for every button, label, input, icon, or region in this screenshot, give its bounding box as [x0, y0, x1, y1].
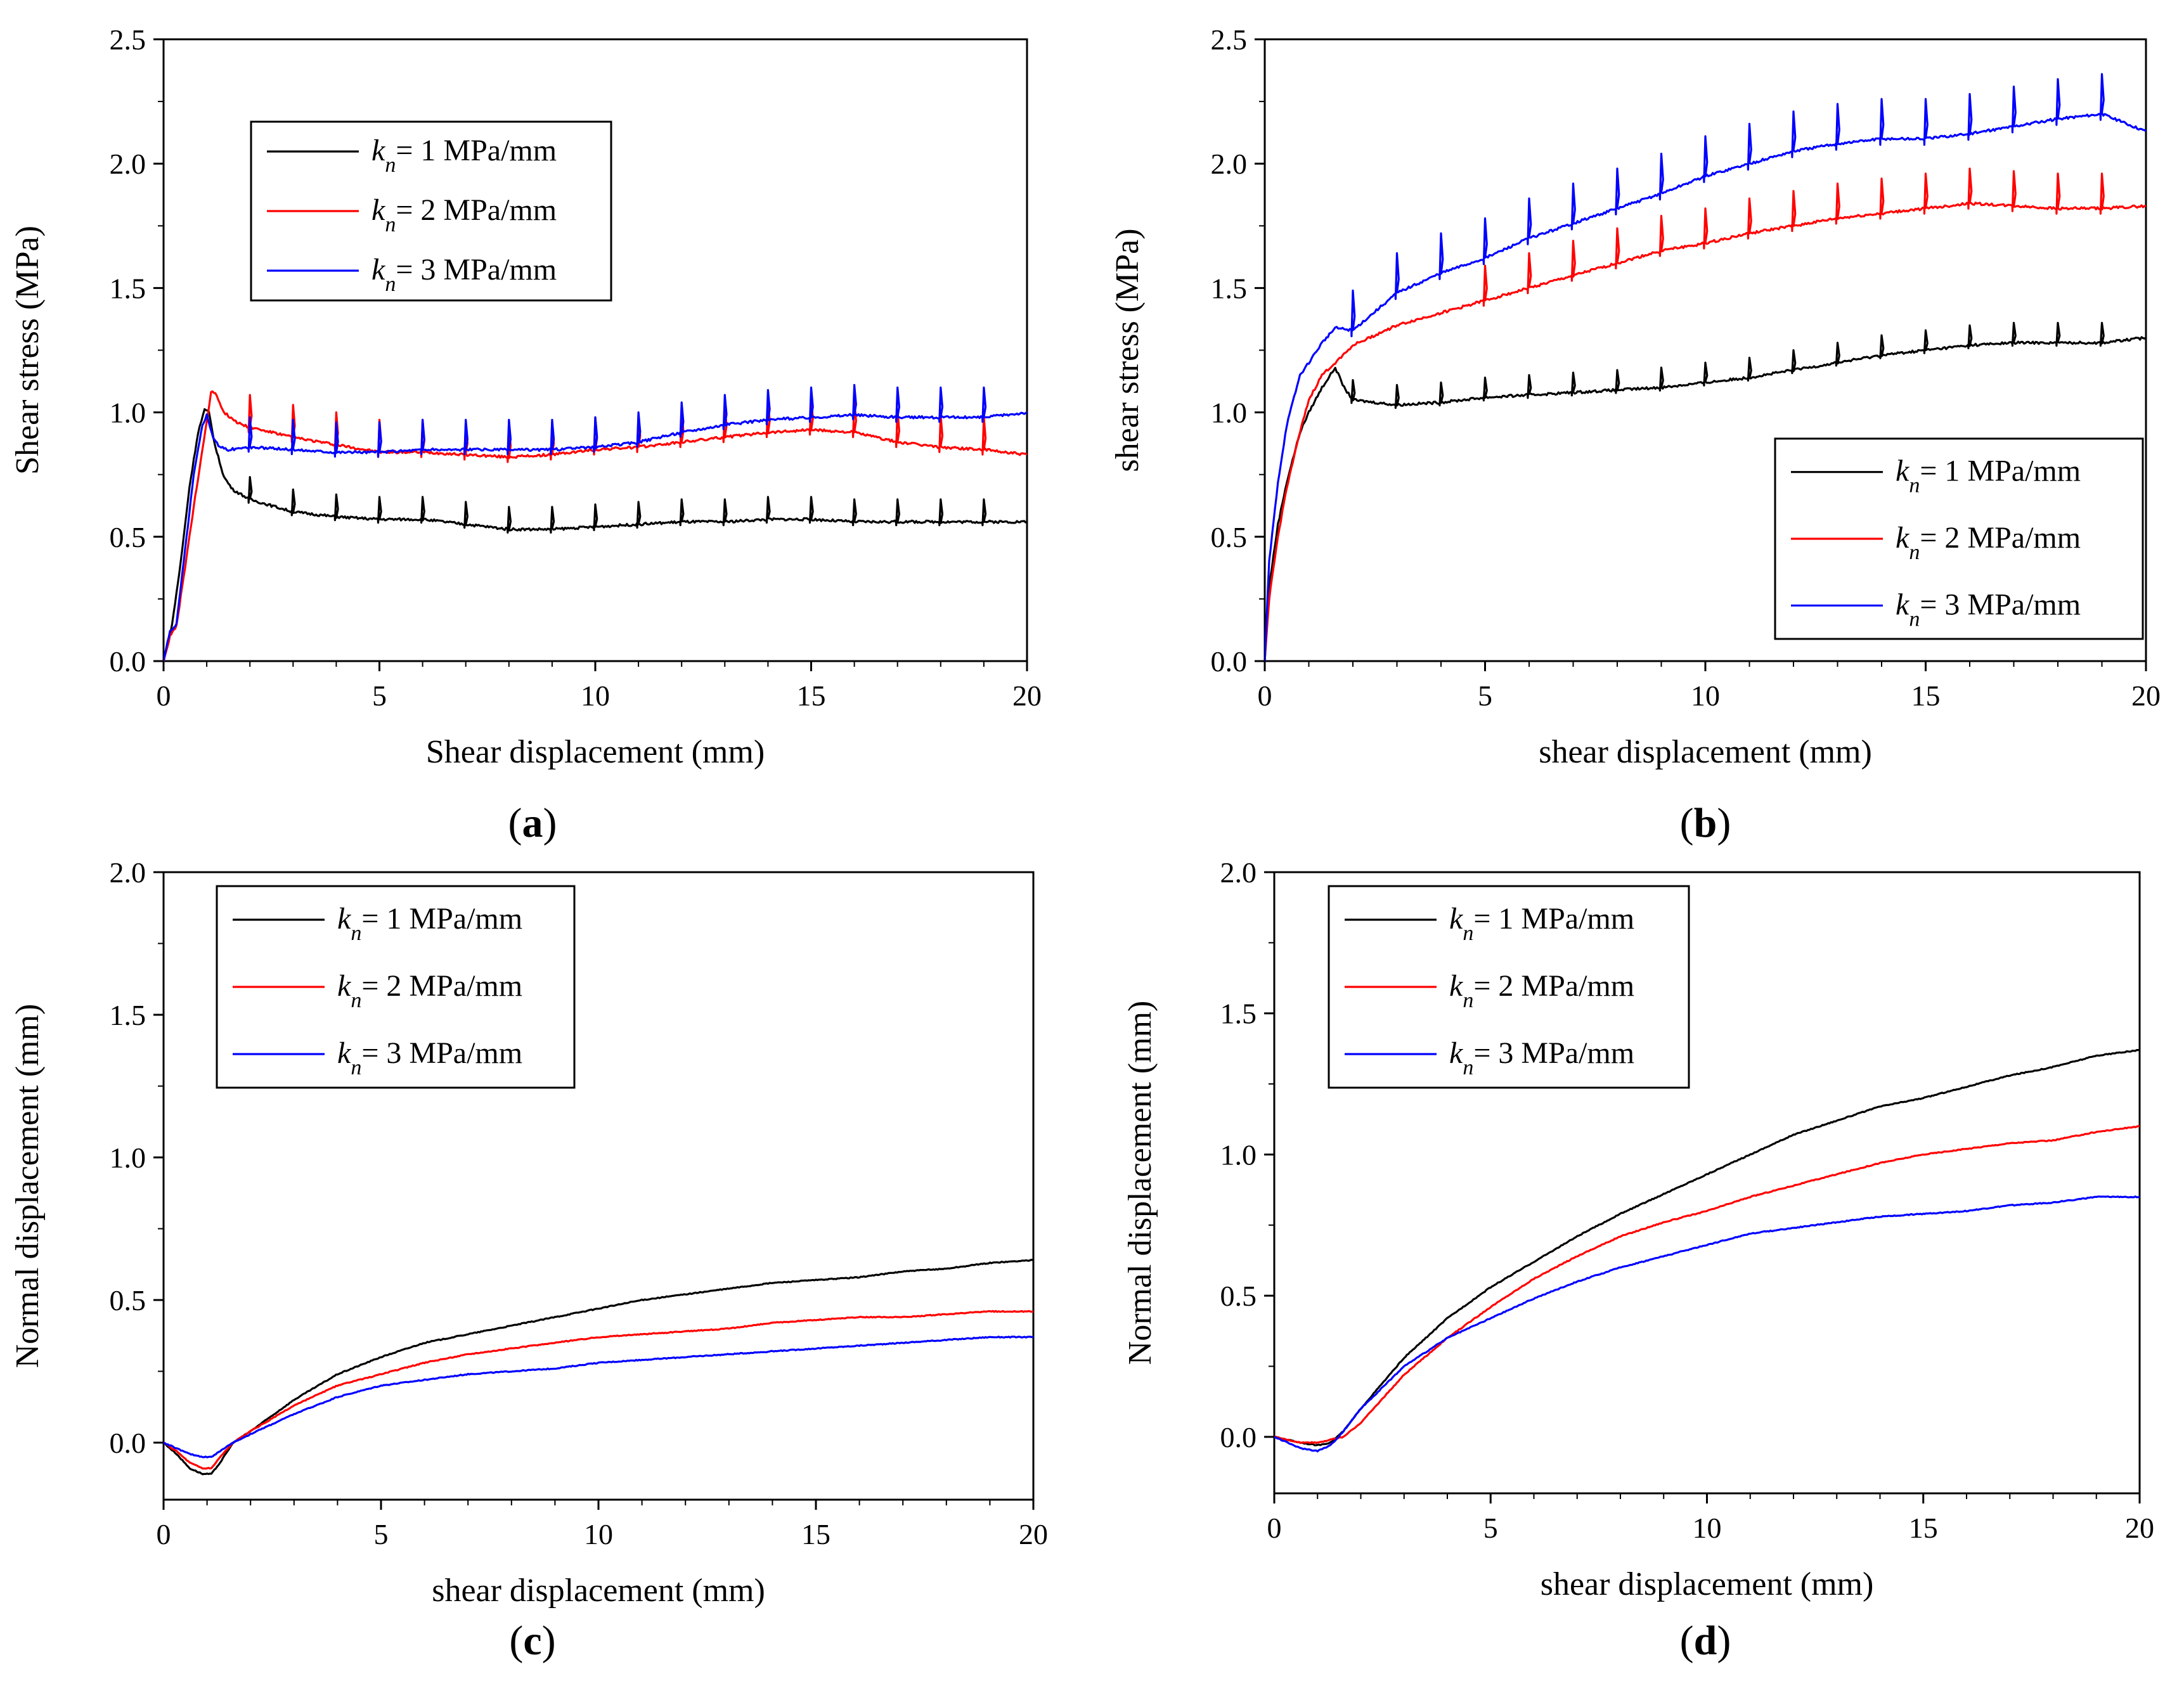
- legend-label: kn= 2 MPa/mm: [1896, 521, 2081, 564]
- x-tick-label: 5: [1483, 1512, 1498, 1544]
- x-axis-label: shear displacement (mm): [1541, 1566, 1874, 1602]
- legend-label: kn= 3 MPa/mm: [1896, 588, 2081, 631]
- panel-a: 0 5 10 15 20 0.0 0.5 1.0 1.5 2.0 2.5 Shear displace…: [10, 23, 1042, 846]
- x-tick-label: 20: [1012, 679, 1042, 712]
- y-axis-label: Shear stress (MPa): [10, 226, 46, 475]
- x-axis-label: shear displacement (mm): [1539, 734, 1872, 770]
- x-tick-label: 5: [1478, 679, 1492, 712]
- x-tick-label: 15: [797, 679, 826, 712]
- series-group: [1274, 1049, 2140, 1453]
- y-tick-label: 2.5: [1211, 23, 1248, 56]
- y-tick-label: 1.5: [1220, 998, 1257, 1030]
- y-tick-label: 0.0: [110, 645, 146, 678]
- series-group: [164, 383, 1027, 661]
- legend-label: kn= 2 MPa/mm: [337, 969, 522, 1012]
- x-tick-label: 5: [372, 679, 387, 712]
- y-tick-label: 2.5: [110, 23, 146, 56]
- legend: kn= 1 MPa/mm kn= 2 MPa/mm kn= 3 MPa/mm: [216, 885, 576, 1089]
- y-tick-label: 1.5: [110, 272, 146, 304]
- y-tick-label: 0.5: [110, 521, 146, 553]
- y-tick-label: 0.5: [1211, 521, 1248, 553]
- y-tick-label: 2.0: [1220, 856, 1257, 889]
- y-tick-label: 1.0: [1211, 397, 1248, 429]
- x-tick-label: 10: [584, 1518, 613, 1550]
- x-axis-label: shear displacement (mm): [432, 1573, 765, 1609]
- x-tick-label: 0: [157, 1518, 171, 1550]
- series-line-2: [164, 1310, 1033, 1470]
- panel-label: (a): [508, 800, 557, 846]
- x-tick-label: 0: [157, 679, 171, 712]
- y-tick-label: 1.0: [110, 397, 146, 429]
- series-line-3: [164, 383, 1027, 661]
- y-axis-label: Normal displacement (mm): [1122, 1001, 1158, 1365]
- y-tick-label: 0.0: [1211, 645, 1248, 678]
- legend: kn= 1 MPa/mm kn= 2 MPa/mm kn= 3 MPa/mm: [1328, 885, 1690, 1089]
- y-tick-label: 0.5: [110, 1284, 146, 1316]
- series-line-1: [164, 1258, 1033, 1476]
- y-axis-label: shear stress (MPa): [1109, 228, 1146, 472]
- legend-label: kn= 3 MPa/mm: [337, 1036, 522, 1079]
- x-tick-label: 20: [2125, 1512, 2154, 1544]
- y-tick-label: 1.0: [1220, 1138, 1257, 1171]
- series-line-1: [1274, 1049, 2140, 1446]
- legend-label: kn= 3 MPa/mm: [1449, 1036, 1634, 1079]
- legend-label: kn= 2 MPa/mm: [1449, 969, 1634, 1012]
- x-tick-label: 15: [1909, 1512, 1938, 1544]
- legend-label: kn= 1 MPa/mm: [1896, 454, 2081, 498]
- panel-c: 0 5 10 15 20 0.0 0.5 1.0 1.5 2.0 shear displacemen…: [10, 856, 1048, 1664]
- x-tick-label: 20: [2131, 679, 2161, 712]
- legend-label: kn= 3 MPa/mm: [372, 253, 557, 296]
- x-tick-label: 10: [581, 679, 610, 712]
- x-tick-label: 0: [1258, 679, 1272, 712]
- y-tick-label: 0.0: [110, 1427, 146, 1459]
- panel-d: 0 5 10 15 20 0.0 0.5 1.0 1.5 2.0 shear displacemen…: [1122, 856, 2154, 1664]
- y-tick-label: 1.5: [110, 999, 146, 1031]
- y-axis-label: Normal displacement (mm): [10, 1004, 46, 1368]
- series-line-1: [164, 408, 1027, 661]
- x-tick-label: 10: [1693, 1512, 1722, 1544]
- series-group: [1265, 73, 2146, 661]
- series-line-2: [1274, 1124, 2140, 1445]
- legend-label: kn= 2 MPa/mm: [372, 193, 557, 236]
- y-tick-label: 1.5: [1211, 272, 1248, 304]
- panel-label: (b): [1680, 800, 1731, 846]
- y-tick-label: 2.0: [110, 856, 146, 889]
- x-tick-label: 5: [374, 1518, 389, 1550]
- series-line-3: [1274, 1195, 2140, 1453]
- y-tick-label: 1.0: [110, 1142, 146, 1174]
- y-tick-label: 0.5: [1220, 1280, 1257, 1312]
- legend-label: kn= 1 MPa/mm: [337, 902, 522, 945]
- legend: kn= 1 MPa/mm kn= 2 MPa/mm kn= 3 MPa/mm: [250, 120, 612, 302]
- series-line-3: [1265, 73, 2146, 661]
- x-tick-label: 10: [1691, 679, 1720, 712]
- panel-label: (c): [509, 1618, 555, 1664]
- x-axis-label: Shear displacement (mm): [426, 734, 765, 770]
- legend-label: kn= 1 MPa/mm: [1449, 902, 1634, 945]
- x-tick-label: 20: [1019, 1518, 1048, 1550]
- y-tick-label: 2.0: [1211, 148, 1248, 180]
- x-tick-label: 15: [801, 1518, 830, 1550]
- panel-label: (d): [1680, 1618, 1731, 1664]
- y-tick-label: 2.0: [110, 148, 146, 180]
- y-tick-label: 0.0: [1220, 1421, 1257, 1453]
- x-tick-label: 15: [1911, 679, 1941, 712]
- series-line-3: [164, 1336, 1033, 1458]
- legend: kn= 1 MPa/mm kn= 2 MPa/mm kn= 3 MPa/mm: [1774, 437, 2144, 640]
- legend-label: kn= 1 MPa/mm: [372, 134, 557, 177]
- series-group: [164, 1258, 1033, 1476]
- series-line-1: [1265, 321, 2146, 661]
- series-line-2: [1265, 167, 2146, 660]
- x-tick-label: 0: [1267, 1512, 1282, 1544]
- panel-b: 0 5 10 15 20 0.0 0.5 1.0 1.5 2.0 2.5 shear displace…: [1109, 23, 2161, 846]
